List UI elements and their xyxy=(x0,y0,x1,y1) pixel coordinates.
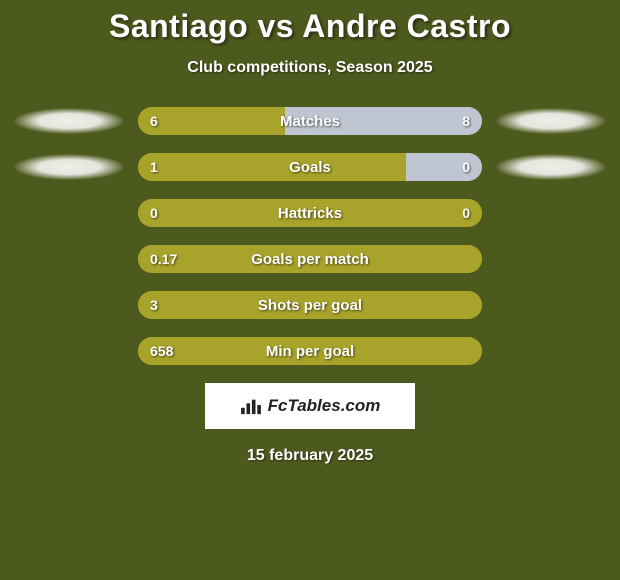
player1-name: Santiago xyxy=(109,8,248,44)
stat-row: 3Shots per goal xyxy=(0,291,620,319)
stat-row: 68Matches xyxy=(0,107,620,135)
stat-label: Goals xyxy=(138,153,482,181)
stat-bar: 10Goals xyxy=(138,153,482,181)
date-text: 15 february 2025 xyxy=(0,447,620,465)
bar-chart-icon xyxy=(240,397,262,415)
stat-label: Goals per match xyxy=(138,245,482,273)
player-shadow-right xyxy=(496,154,606,180)
stat-bar: 68Matches xyxy=(138,107,482,135)
stat-row: 00Hattricks xyxy=(0,199,620,227)
stat-row: 0.17Goals per match xyxy=(0,245,620,273)
stat-bar: 3Shots per goal xyxy=(138,291,482,319)
stats-bars: 68Matches 10Goals 00Hattricks 0.17Goals per… xyxy=(0,107,620,365)
player2-name: Andre Castro xyxy=(302,8,511,44)
logo-box: FcTables.com xyxy=(205,383,415,429)
stat-label: Matches xyxy=(138,107,482,135)
player-shadow-right xyxy=(496,108,606,134)
vs-label: vs xyxy=(258,8,295,44)
stat-label: Shots per goal xyxy=(138,291,482,319)
logo-text: FcTables.com xyxy=(268,396,381,416)
player-shadow-left xyxy=(14,154,124,180)
stat-bar: 00Hattricks xyxy=(138,199,482,227)
stat-bar: 658Min per goal xyxy=(138,337,482,365)
stat-row: 10Goals xyxy=(0,153,620,181)
stat-label: Min per goal xyxy=(138,337,482,365)
stat-row: 658Min per goal xyxy=(0,337,620,365)
stat-label: Hattricks xyxy=(138,199,482,227)
player-shadow-left xyxy=(14,108,124,134)
comparison-infographic: Santiago vs Andre Castro Club competitio… xyxy=(0,0,620,580)
stat-bar: 0.17Goals per match xyxy=(138,245,482,273)
subtitle: Club competitions, Season 2025 xyxy=(0,59,620,77)
page-title: Santiago vs Andre Castro xyxy=(0,8,620,45)
